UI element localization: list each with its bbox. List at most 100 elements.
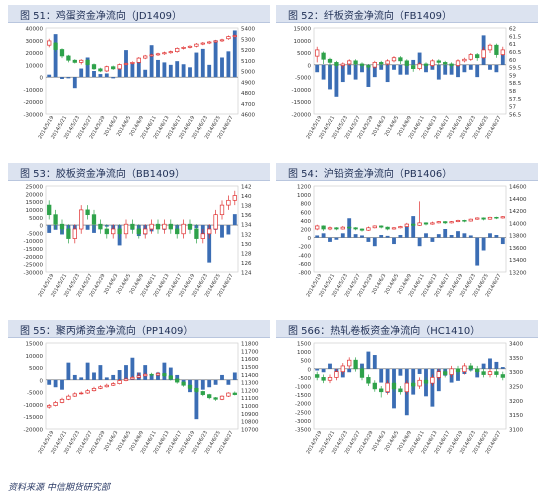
flow-bar <box>66 362 71 380</box>
candle-body <box>417 222 422 226</box>
flow-bar <box>124 365 128 380</box>
left-tick-label: 40000 <box>26 27 44 33</box>
candle-body <box>468 218 473 222</box>
flow-bar <box>404 226 409 238</box>
candle-body <box>207 41 212 44</box>
flow-bar <box>130 357 135 380</box>
right-tick-label: 59.5 <box>509 66 522 72</box>
flow-bar <box>47 379 52 385</box>
candle-body <box>207 394 212 399</box>
left-tick-label: 20000 <box>26 192 44 198</box>
candle-body <box>181 223 186 235</box>
right-tick-label: 58 <box>509 89 516 95</box>
right-tick-label: 14000 <box>509 221 527 227</box>
right-tick-label: 60.5 <box>509 50 522 56</box>
flow-bar <box>226 225 231 235</box>
left-tick-label: 0 <box>40 76 44 82</box>
candle-body <box>226 36 231 40</box>
right-tick-label: 132 <box>241 232 252 238</box>
candle-body <box>72 228 77 239</box>
chart-title: 图 51：鸡蛋资金净流向（JD1409） <box>20 11 183 22</box>
right-tick-label: 61.5 <box>509 34 522 40</box>
candle-body <box>187 45 193 48</box>
right-tick-label: 58.5 <box>509 81 522 87</box>
candle-body <box>340 226 345 230</box>
candle-body <box>98 68 103 72</box>
left-tick-label: -200 <box>299 245 312 251</box>
candle-body <box>219 395 225 400</box>
chart-fb1409: 15000 10000 5000 0 -5000 -10000 -15000 -20000 62… <box>292 27 522 141</box>
flow-bar <box>379 235 384 238</box>
left-tick-label: 1500 <box>297 342 311 348</box>
candle-body <box>200 42 205 45</box>
candle-body <box>487 216 493 220</box>
candle-body <box>398 226 403 229</box>
chart-panel-hc1410: 图 566：热轧卷板资金净流向（HC1410） 1500 1000 500 0 -500… <box>276 320 538 470</box>
flow-bar <box>417 237 422 247</box>
flow-bar <box>398 64 403 75</box>
candle-body <box>462 365 467 373</box>
right-tick-label: 11200 <box>241 388 259 394</box>
candle-body <box>91 64 97 70</box>
left-tick-label: -20000 <box>24 100 44 106</box>
plot-frame <box>313 27 507 115</box>
left-tick-label: 5000 <box>297 51 311 57</box>
flow-bar <box>47 225 52 233</box>
flow-bar <box>417 368 422 374</box>
candle-body <box>455 220 461 222</box>
candle-body <box>47 40 52 46</box>
flow-bar <box>321 64 326 80</box>
left-tick-label: -1500 <box>295 393 311 399</box>
candle-body <box>194 43 199 47</box>
flow-bar <box>488 233 492 238</box>
right-tick-label: 11400 <box>241 373 259 379</box>
flow-bar <box>366 64 371 87</box>
left-tick-label: -10000 <box>24 239 44 245</box>
candle-body <box>79 59 84 63</box>
flow-bar <box>475 237 480 266</box>
flow-bar <box>494 64 499 73</box>
flow-bar <box>398 235 403 238</box>
candle-body <box>162 373 167 377</box>
flow-bar <box>328 64 332 90</box>
left-tick-label: 10000 <box>26 354 44 360</box>
candle-body <box>500 216 505 219</box>
left-tick-label: -3500 <box>295 428 311 434</box>
right-tick-label: 134 <box>241 223 252 229</box>
candle-body <box>149 54 154 57</box>
flow-bar <box>162 362 167 380</box>
flow-bar <box>232 30 237 78</box>
flow-bar <box>449 64 454 75</box>
candle-body <box>475 368 480 373</box>
candle-body <box>79 392 84 395</box>
flow-bar <box>111 374 116 380</box>
flow-bar <box>500 367 505 369</box>
left-tick-label: -2000 <box>295 402 311 408</box>
candle-body <box>59 223 65 230</box>
candle-body <box>385 226 390 230</box>
candle-body <box>449 221 454 224</box>
flow-bar <box>500 237 505 245</box>
candle-body <box>481 217 486 220</box>
flow-bar <box>111 77 116 79</box>
flow-bar <box>162 62 167 78</box>
candle-body <box>475 54 480 59</box>
flow-bar <box>436 234 441 238</box>
chart-title: 图 566：热轧卷板资金净流向（HC1410） <box>288 326 481 337</box>
candle-body <box>366 65 371 68</box>
right-tick-label: 11100 <box>241 396 259 402</box>
candle-body <box>53 214 58 225</box>
flow-bar <box>66 77 71 79</box>
flow-bar <box>360 235 364 238</box>
candle-body <box>213 397 218 400</box>
left-tick-label: -2500 <box>295 410 311 416</box>
candle-body <box>391 57 397 62</box>
candle-body <box>66 55 71 61</box>
right-tick-label: 5200 <box>241 48 255 54</box>
candle-body <box>487 44 493 51</box>
flow-bar <box>347 368 352 373</box>
flow-bar <box>500 55 505 65</box>
candle-body <box>98 223 103 230</box>
left-tick-label: -800 <box>299 271 312 277</box>
right-tick-label: 3400 <box>509 342 523 348</box>
